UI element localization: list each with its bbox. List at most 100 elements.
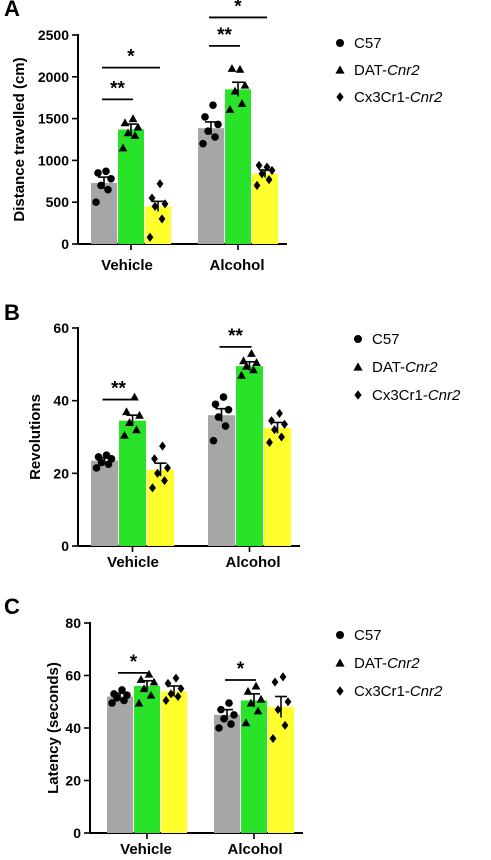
data-point [230, 86, 240, 95]
significance-star: ** [110, 78, 125, 99]
legend-marker [336, 92, 344, 102]
legend-label: C57 [354, 627, 382, 644]
data-point [214, 120, 222, 129]
legend-marker [336, 39, 344, 47]
y-tick-label: 80 [65, 615, 81, 631]
data-point [209, 101, 217, 110]
data-point [102, 167, 110, 176]
data-point [225, 699, 233, 707]
legend-marker [354, 335, 362, 343]
data-point [278, 432, 285, 442]
y-axis-title: Revolutions [27, 394, 44, 480]
legend-label: DAT-Cnr2 [354, 655, 420, 672]
y-tick-label: 20 [53, 465, 69, 481]
data-point [265, 175, 273, 185]
data-point [276, 408, 283, 418]
data-point [281, 720, 289, 730]
data-point [164, 678, 172, 688]
data-point [177, 684, 185, 694]
data-point [230, 711, 238, 719]
data-point [97, 181, 105, 190]
data-point [224, 405, 233, 414]
legend-marker [335, 658, 345, 667]
data-point [132, 425, 141, 434]
legend-label: C57 [354, 35, 382, 52]
legend-marker [353, 362, 363, 371]
data-point [227, 64, 237, 72]
y-tick-label: 40 [65, 720, 81, 736]
y-tick-label: 0 [61, 236, 69, 252]
data-point [118, 686, 126, 694]
data-point [110, 690, 118, 698]
data-point [266, 437, 273, 448]
x-category-label: Vehicle [101, 257, 153, 274]
legend-label: C57 [372, 331, 400, 348]
legend-label: Cx3Cr1-Cnr2 [354, 683, 443, 700]
data-point [220, 715, 228, 723]
x-category-label: Alcohol [210, 257, 265, 274]
legend-marker [336, 631, 344, 639]
data-point [122, 407, 131, 416]
bar [119, 420, 146, 546]
y-axis-title: Latency (seconds) [45, 662, 62, 794]
x-category-label: Alcohol [226, 554, 281, 571]
data-point [134, 698, 144, 707]
data-point [102, 451, 111, 459]
data-point [209, 436, 218, 445]
data-point [120, 430, 129, 439]
data-point [107, 174, 115, 183]
data-point [258, 169, 266, 179]
data-point [146, 690, 156, 699]
data-point [108, 699, 116, 707]
data-point [161, 476, 168, 486]
data-point [159, 441, 166, 451]
y-tick-label: 500 [46, 194, 70, 210]
data-point [146, 232, 154, 242]
data-point [199, 139, 207, 148]
data-point [92, 464, 101, 472]
significance-star: ** [217, 25, 232, 46]
data-point [263, 162, 271, 172]
data-point [242, 361, 251, 370]
data-point [162, 695, 170, 705]
data-point [247, 349, 256, 357]
data-point [274, 705, 282, 715]
data-point [151, 454, 158, 464]
bar [208, 415, 235, 546]
data-point [225, 105, 235, 113]
data-point [94, 169, 102, 177]
bar [161, 691, 187, 833]
x-category-label: Alcohol [228, 841, 283, 858]
data-point [268, 416, 275, 426]
bar [134, 686, 160, 833]
data-point [94, 453, 103, 461]
y-tick-label: 60 [65, 668, 81, 684]
x-category-label: Vehicle [120, 841, 172, 858]
significance-star: ** [111, 379, 126, 400]
bar [268, 707, 294, 833]
panel-letter: B [4, 300, 20, 325]
data-point [237, 99, 247, 108]
data-point [279, 672, 287, 682]
data-point [253, 706, 263, 715]
data-point [241, 718, 251, 727]
data-point [221, 422, 230, 430]
data-point [136, 675, 146, 683]
y-tick-label: 60 [53, 320, 69, 336]
data-point [256, 694, 266, 703]
y-axis-title: Distance travelled (cm) [11, 57, 28, 221]
data-point [104, 185, 112, 194]
data-point [135, 410, 144, 419]
data-point [130, 130, 140, 139]
legend-label: Cx3Cr1-Cnr2 [354, 89, 443, 106]
y-tick-label: 0 [73, 825, 81, 841]
data-point [271, 677, 279, 687]
legend-marker [335, 65, 345, 74]
bar [264, 427, 291, 546]
x-category-label: Vehicle [107, 554, 159, 571]
data-point [281, 419, 288, 429]
data-point [149, 677, 159, 686]
data-point [235, 64, 245, 73]
legend-label: DAT-Cnr2 [372, 359, 438, 376]
